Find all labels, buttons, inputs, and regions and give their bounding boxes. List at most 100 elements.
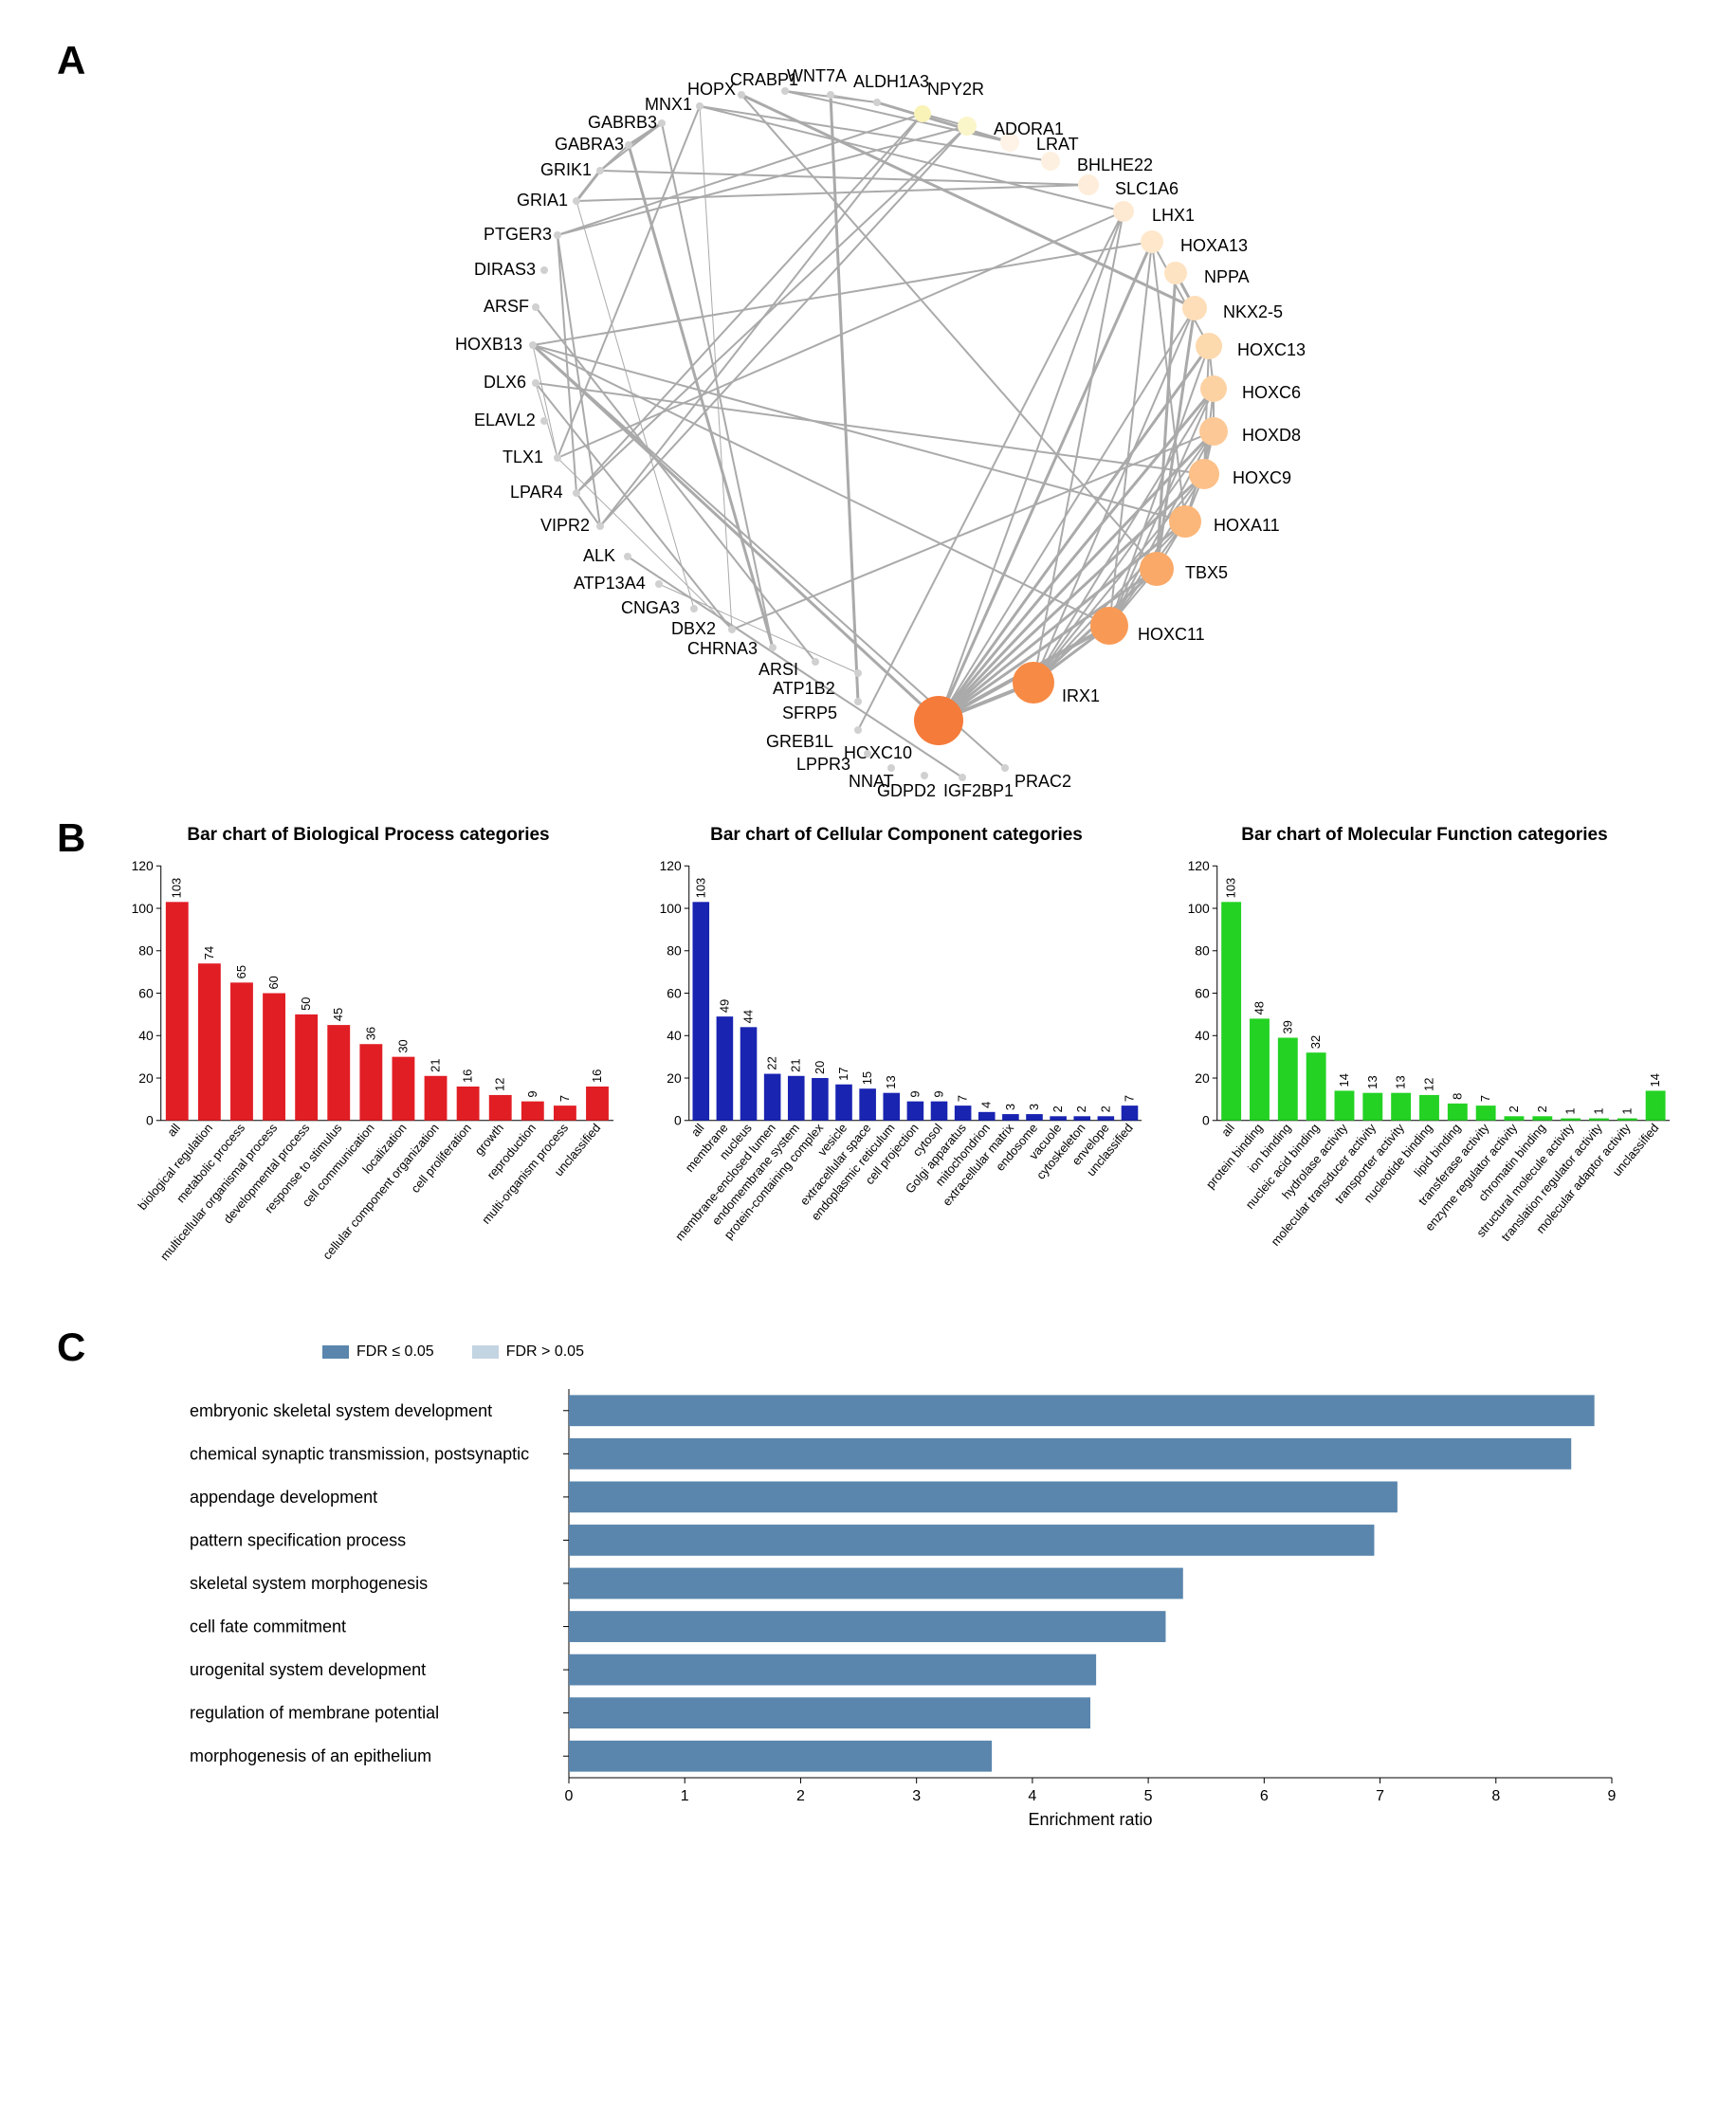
y-tick-label: 60: [1195, 986, 1210, 1001]
legend-item: FDR ≤ 0.05: [322, 1343, 434, 1361]
network-node-label: CHRNA3: [687, 639, 758, 658]
network-node-label: IRX1: [1062, 686, 1100, 705]
bar-value: 7: [956, 1095, 970, 1102]
enrichment-label: urogenital system development: [190, 1660, 426, 1679]
network-node: [854, 726, 862, 734]
x-tick-label: 7: [1376, 1788, 1384, 1804]
enrichment-label: cell fate commitment: [190, 1617, 346, 1636]
network-node-label: NPPA: [1204, 267, 1250, 286]
bar-value: 8: [1450, 1093, 1464, 1100]
bar: [1250, 1018, 1270, 1120]
panel-a: A HOXC10IRX1HOXC11TBX5HOXA11HOXC9HOXD8HO…: [57, 38, 1679, 815]
network-node-label: SLC1A6: [1115, 179, 1179, 198]
network-node-label: HOXA11: [1214, 516, 1280, 535]
network-node-label: SFRP5: [782, 704, 837, 722]
network-node: [1169, 505, 1201, 538]
chart-title: Bar chart of Biological Process categori…: [114, 825, 623, 846]
bar-value: 32: [1308, 1035, 1323, 1049]
bar-value: 30: [395, 1039, 410, 1052]
network-node: [1189, 459, 1219, 489]
enrichment-bar: [569, 1697, 1090, 1728]
bar-value: 13: [884, 1075, 898, 1088]
bar-value: 15: [860, 1071, 874, 1085]
network-node-label: BHLHE22: [1077, 155, 1153, 174]
network-node-label: LPPR3: [796, 755, 850, 774]
y-tick-label: 80: [1195, 943, 1210, 959]
network-node: [1164, 262, 1187, 284]
bar-value: 21: [429, 1058, 443, 1071]
bar: [1002, 1114, 1019, 1121]
network-node: [914, 105, 931, 122]
bar: [1278, 1038, 1298, 1121]
network-node: [655, 580, 663, 588]
y-tick-label: 80: [138, 943, 154, 959]
network-node: [658, 119, 666, 127]
bar-value: 12: [1421, 1078, 1435, 1091]
network-node-label: DIRAS3: [474, 260, 536, 279]
y-tick-label: 40: [138, 1028, 154, 1043]
network-edge: [831, 95, 877, 102]
bar: [1532, 1116, 1552, 1120]
enrichment-label: embryonic skeletal system development: [190, 1401, 492, 1420]
bar: [859, 1088, 876, 1121]
bar: [166, 902, 189, 1120]
network-edge: [858, 211, 1124, 730]
bar: [489, 1095, 512, 1121]
bar-value: 2: [1098, 1106, 1112, 1112]
network-node: [532, 303, 539, 311]
network-node-label: HOXC13: [1237, 340, 1306, 359]
bar-value: 39: [1280, 1020, 1294, 1033]
network-node: [728, 626, 736, 633]
panel-b-label: B: [57, 815, 85, 861]
network-node: [1141, 230, 1163, 253]
bar: [1050, 1116, 1067, 1120]
network-node: [573, 489, 580, 497]
network-node: [873, 99, 881, 106]
chart-title: Bar chart of Cellular Component categori…: [642, 825, 1151, 846]
bar-value: 13: [1394, 1075, 1408, 1088]
network-node-label: GREB1L: [766, 732, 833, 751]
y-tick-label: 40: [667, 1028, 682, 1043]
network-node: [769, 644, 777, 651]
network-node-label: GDPD2: [877, 781, 936, 800]
legend-label: FDR ≤ 0.05: [356, 1343, 434, 1361]
bar: [586, 1087, 609, 1121]
bar: [717, 1016, 734, 1121]
network-node: [958, 117, 977, 136]
bar: [393, 1057, 415, 1121]
bar-value: 2: [1051, 1106, 1065, 1112]
panel-c: C FDR ≤ 0.05FDR > 0.05 0123456789Enrichm…: [57, 1343, 1679, 1839]
network-edge: [1033, 521, 1185, 683]
bar-value: 2: [1535, 1106, 1549, 1112]
network-node: [812, 658, 819, 666]
network-node-label: PRAC2: [1014, 772, 1071, 791]
network-node-label: MNX1: [645, 95, 692, 114]
bar: [1221, 902, 1241, 1120]
bar-value: 103: [170, 878, 184, 899]
network-node-label: GABRB3: [588, 113, 657, 132]
bar: [230, 982, 253, 1120]
y-tick-label: 120: [1188, 858, 1210, 873]
y-tick-label: 100: [1188, 901, 1210, 916]
network-node: [1140, 552, 1174, 586]
bar: [907, 1102, 924, 1121]
bar-value: 50: [299, 997, 313, 1011]
network-node-label: CRABP1: [730, 70, 798, 89]
bar: [1589, 1119, 1609, 1121]
bar: [295, 1014, 318, 1121]
network-node-label: ATP13A4: [574, 574, 646, 593]
bar-value: 1: [1591, 1107, 1605, 1114]
bar-value: 36: [363, 1027, 377, 1040]
bar: [931, 1102, 948, 1121]
x-tick-label: 3: [912, 1788, 921, 1804]
network-node-label: IGF2BP1: [943, 781, 1014, 800]
x-tick-label: 9: [1608, 1788, 1617, 1804]
network-edge: [533, 345, 557, 458]
bar-value: 14: [1337, 1073, 1351, 1087]
y-tick-label: 20: [667, 1070, 682, 1086]
bar-value: 2: [1074, 1106, 1088, 1112]
bar-value: 13: [1365, 1075, 1380, 1088]
bar: [1098, 1116, 1115, 1120]
bar-value: 7: [557, 1095, 572, 1102]
network-node-label: DLX6: [484, 373, 526, 392]
